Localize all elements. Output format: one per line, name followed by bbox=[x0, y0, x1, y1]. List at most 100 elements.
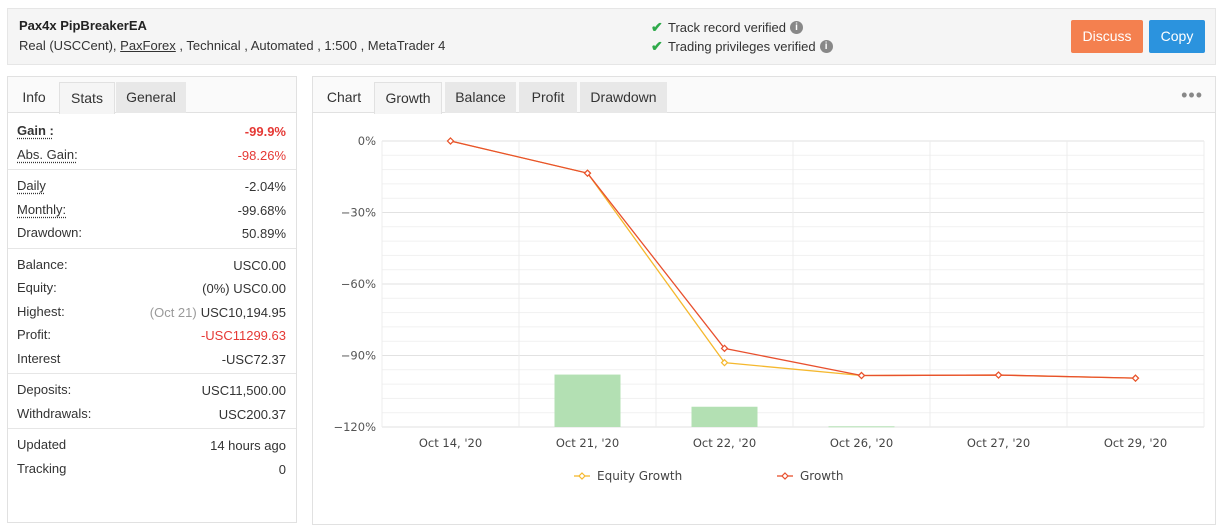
y-tick-label: −90% bbox=[341, 349, 376, 363]
data-point bbox=[994, 371, 1003, 379]
y-tick-label: −120% bbox=[333, 420, 376, 434]
data-point bbox=[1131, 374, 1140, 382]
system-specs: , Technical , Automated , 1:500 , MetaTr… bbox=[175, 38, 446, 53]
bar bbox=[691, 406, 758, 427]
stat-row-withdrawals: Withdrawals: USC200.37 bbox=[8, 402, 296, 426]
highest-date: (Oct 21) bbox=[149, 304, 197, 320]
equity-value: USC0.00 bbox=[233, 281, 286, 296]
stat-row-drawdown: Drawdown: 50.89% bbox=[8, 221, 296, 245]
system-name: Pax4x PipBreakerEA bbox=[19, 18, 147, 33]
balance-label: Balance: bbox=[17, 256, 68, 272]
tracking-value: 0 bbox=[278, 461, 286, 477]
updated-label: Updated bbox=[17, 437, 67, 452]
interest-value: -USC72.37 bbox=[221, 351, 286, 367]
broker-link[interactable]: PaxForex bbox=[120, 38, 176, 53]
x-tick-label: Oct 21, '20 bbox=[556, 436, 619, 450]
y-tick-label: −60% bbox=[341, 277, 376, 291]
profit-label: Profit: bbox=[17, 327, 51, 342]
withdrawals-label: Withdrawals: bbox=[17, 405, 92, 421]
divider bbox=[8, 169, 296, 170]
growth-chart-svg: 0% −30% −60% −90% −120% Oct 14, '20 Oct 21, '2… bbox=[333, 134, 1205, 483]
stat-row-balance: Balance: USC0.00 bbox=[8, 253, 296, 277]
check-icon: ✔ bbox=[651, 19, 663, 35]
drawdown-value: 50.89% bbox=[241, 226, 286, 241]
profit-value: -USC11299.63 bbox=[200, 328, 286, 343]
growth-chart: 0% −30% −60% −90% −120% Oct 14, '20 Oct 21, '2… bbox=[313, 114, 1215, 524]
daily-value: -2.04% bbox=[244, 179, 286, 194]
equity-value-wrap: (0%) USC0.00 bbox=[202, 281, 286, 296]
legend-label: Growth bbox=[800, 469, 843, 483]
abs-gain-value: -98.26% bbox=[237, 147, 286, 163]
stat-row-tracking: Tracking 0 bbox=[8, 457, 296, 481]
y-tick-label: −30% bbox=[341, 206, 376, 220]
bar bbox=[828, 426, 895, 428]
y-tick-label: 0% bbox=[358, 134, 376, 148]
balance-value: USC0.00 bbox=[233, 257, 286, 273]
tab-profit[interactable]: Profit bbox=[519, 82, 577, 113]
abs-gain-label[interactable]: Abs. Gain: bbox=[17, 146, 78, 162]
data-point bbox=[446, 137, 455, 145]
x-tick-label: Oct 22, '20 bbox=[693, 436, 756, 450]
ellipsis-icon[interactable]: ••• bbox=[1181, 85, 1203, 105]
bar bbox=[554, 374, 621, 427]
track-record-verified: ✔ Track record verified i bbox=[651, 19, 803, 36]
x-tick-label: Oct 27, '20 bbox=[967, 436, 1030, 450]
x-tick-label: Oct 14, '20 bbox=[419, 436, 482, 450]
x-tick-label: Oct 29, '20 bbox=[1104, 436, 1167, 450]
stat-row-daily: Daily -2.04% bbox=[8, 174, 296, 198]
divider bbox=[8, 373, 296, 374]
stats-list: Gain : -99.9% Abs. Gain: -98.26% Daily -… bbox=[8, 113, 296, 480]
stat-row-highest: Highest: (Oct 21) USC10,194.95 bbox=[8, 300, 296, 324]
tab-general[interactable]: General bbox=[116, 82, 186, 113]
tab-balance[interactable]: Balance bbox=[445, 82, 516, 113]
drawdown-label: Drawdown: bbox=[17, 225, 83, 240]
info-icon[interactable]: i bbox=[790, 21, 803, 34]
tab-drawdown[interactable]: Drawdown bbox=[580, 82, 667, 113]
highest-value: USC10,194.95 bbox=[200, 304, 286, 320]
deposits-value: USC11,500.00 bbox=[201, 383, 286, 398]
monthly-value: -99.68% bbox=[237, 202, 286, 218]
check-icon: ✔ bbox=[651, 38, 663, 54]
data-point bbox=[583, 169, 592, 178]
daily-label[interactable]: Daily bbox=[17, 178, 46, 193]
stat-row-monthly: Monthly: -99.68% bbox=[8, 198, 296, 222]
tab-chart[interactable]: Chart bbox=[326, 89, 362, 105]
stat-row-gain: Gain : -99.9% bbox=[8, 119, 296, 143]
data-point bbox=[720, 358, 729, 367]
stats-tabs: Info Stats General bbox=[8, 77, 296, 114]
trading-privileges-label: Trading privileges verified bbox=[668, 39, 816, 54]
legend-label: Equity Growth bbox=[597, 469, 682, 483]
highest-value-wrap: (Oct 21) USC10,194.95 bbox=[150, 305, 286, 320]
updated-value: 14 hours ago bbox=[210, 438, 286, 453]
tab-growth[interactable]: Growth bbox=[374, 82, 442, 114]
chart-panel: Chart Growth Balance Profit Drawdown •••… bbox=[312, 76, 1216, 525]
monthly-label[interactable]: Monthly: bbox=[17, 201, 67, 217]
tab-stats[interactable]: Stats bbox=[59, 82, 115, 114]
stat-row-interest: Interest -USC72.37 bbox=[8, 347, 296, 371]
gain-value: -99.9% bbox=[244, 124, 286, 139]
stat-row-profit: Profit: -USC11299.63 bbox=[8, 323, 296, 347]
info-icon[interactable]: i bbox=[819, 40, 833, 53]
interest-label: Interest bbox=[17, 350, 61, 366]
deposits-label: Deposits: bbox=[17, 382, 72, 397]
legend-marker bbox=[781, 472, 789, 480]
equity-pct: (0%) bbox=[202, 281, 230, 296]
equity-label: Equity: bbox=[17, 280, 57, 295]
account-type: Real (USCCent) bbox=[19, 38, 113, 53]
stat-row-updated: Updated 14 hours ago bbox=[8, 433, 296, 457]
stat-row-equity: Equity: (0%) USC0.00 bbox=[8, 276, 296, 300]
tracking-label: Tracking bbox=[17, 460, 67, 476]
discuss-button[interactable]: Discuss bbox=[1071, 20, 1143, 53]
series-line bbox=[450, 140, 1136, 379]
highest-label: Highest: bbox=[17, 303, 65, 319]
data-point bbox=[857, 371, 866, 380]
data-point bbox=[720, 344, 729, 353]
stats-panel: Info Stats General Gain : -99.9% Abs. Ga… bbox=[7, 76, 297, 523]
x-tick-label: Oct 26, '20 bbox=[830, 436, 893, 450]
tab-info[interactable]: Info bbox=[22, 89, 46, 105]
divider bbox=[8, 247, 296, 249]
system-description: Real (USCCent), PaxForex , Technical , A… bbox=[19, 38, 446, 53]
legend-marker bbox=[578, 472, 586, 480]
gain-label[interactable]: Gain : bbox=[17, 123, 54, 138]
copy-button[interactable]: Copy bbox=[1149, 20, 1205, 53]
